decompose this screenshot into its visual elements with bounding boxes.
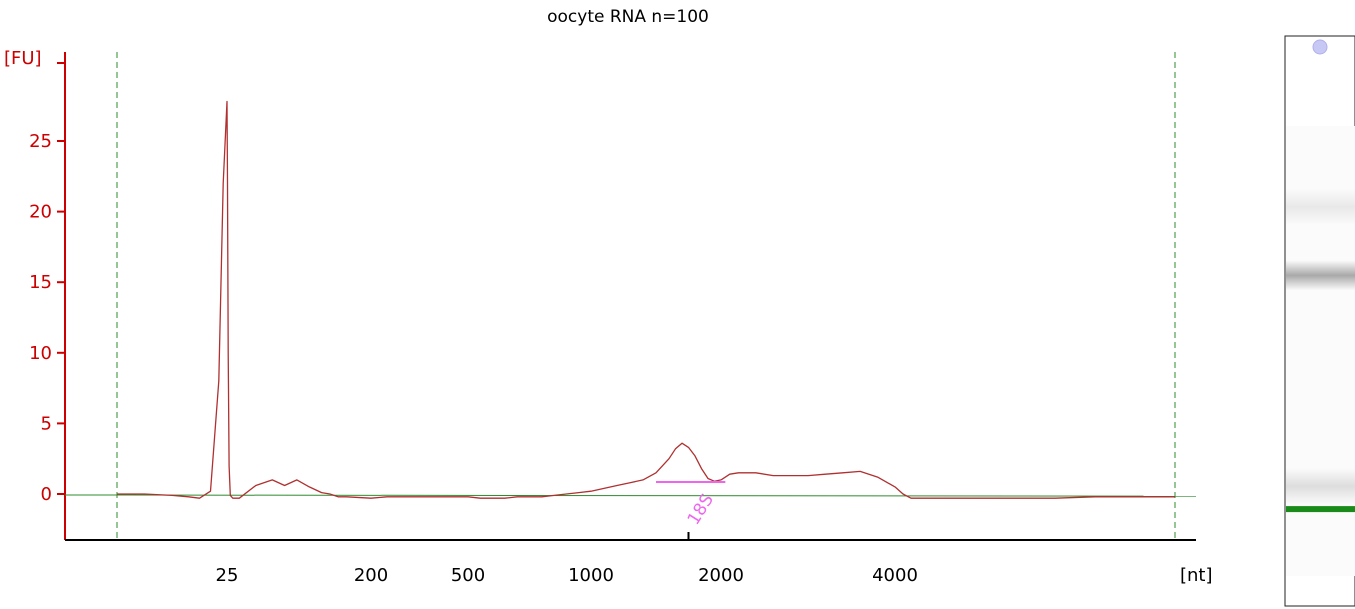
- y-axis-label: [FU]: [4, 48, 42, 69]
- x-tick-label: 500: [451, 565, 485, 586]
- trace-series-line: [117, 100, 1175, 499]
- x-axis-label: [nt]: [1180, 565, 1213, 586]
- x-tick-label: 4000: [872, 565, 918, 586]
- x-tick-label: 25: [216, 565, 239, 586]
- x-tick-label: 200: [354, 565, 388, 586]
- x-tick-label: 1000: [568, 565, 614, 586]
- peak-label-18s: 18S: [684, 491, 718, 529]
- y-tick-label: 15: [29, 272, 52, 293]
- y-tick-label: 0: [41, 484, 52, 505]
- x-tick-label: 2000: [698, 565, 744, 586]
- baseline-line: [64, 494, 1197, 497]
- y-tick-label: 20: [29, 202, 52, 223]
- gel-well-icon: [1312, 39, 1328, 55]
- gel-marker-band: [1286, 506, 1355, 513]
- chart-title: oocyte RNA n=100: [547, 7, 709, 27]
- gel-band: [1286, 468, 1355, 505]
- gel-band: [1286, 189, 1355, 225]
- gel-lane: [1284, 35, 1355, 607]
- y-tick-label: 25: [29, 131, 52, 152]
- y-tick-label: 5: [41, 413, 52, 434]
- y-tick-label: 10: [29, 343, 52, 364]
- gel-band: [1286, 260, 1355, 291]
- plot-area: 0 5 10 15 20 25 25 200 500 1000 2000 4000 18S: [29, 52, 1197, 586]
